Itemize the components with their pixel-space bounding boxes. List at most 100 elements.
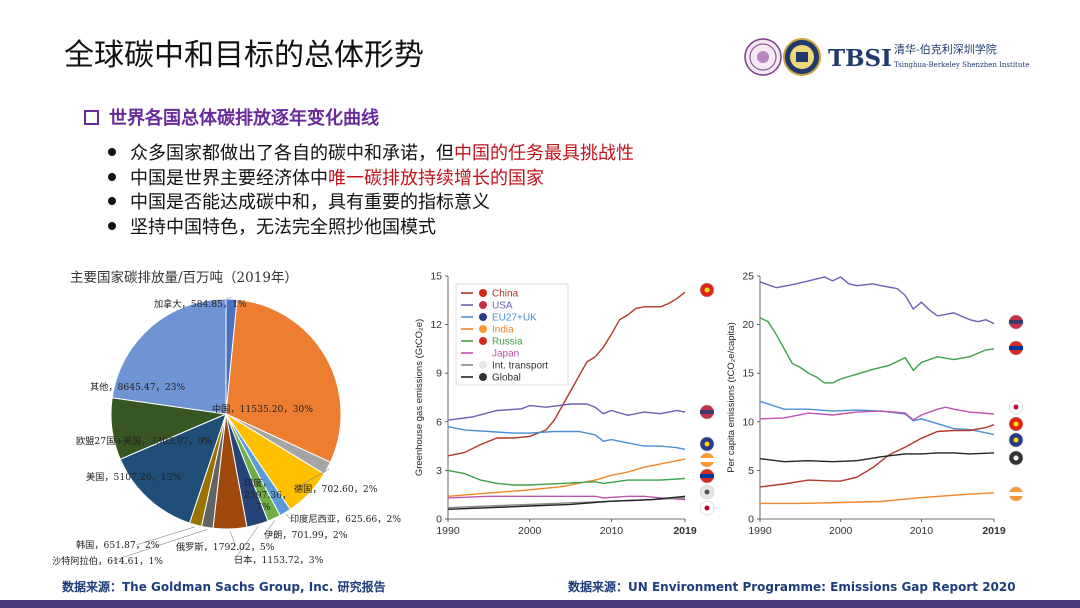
legend-label-int-transport: Int. transport (492, 361, 548, 372)
pie-label-4: 印度， 2597.36， 7% (244, 477, 291, 513)
global-flag-icon (1008, 450, 1024, 466)
y-tick-label: 3 (436, 465, 442, 477)
pie-leader-line (263, 520, 276, 536)
bullet-text: 坚持中国特色，无法完全照抄他国模式 (130, 216, 436, 238)
series-line-global (447, 495, 686, 510)
tsinghua-seal-icon (744, 38, 782, 76)
bullet-highlight: 唯一碳排放持续增长的国家 (328, 167, 544, 189)
y-tick-label: 15 (742, 368, 754, 380)
bullet-dot-icon (108, 197, 116, 205)
bullet-text: 众多国家都做出了各自的碳中和承诺，但 (130, 143, 454, 164)
usa-flag-icon (1008, 314, 1024, 330)
x-tick-label: 2019 (982, 525, 1006, 537)
bullet-highlight: 中国的任务最具挑战性 (454, 143, 634, 164)
subheading: 世界各国总体碳排放逐年变化曲线 (84, 104, 379, 130)
japan-flag-icon (699, 500, 715, 516)
pie-leader-line (135, 526, 196, 546)
x-tick-label: 1990 (748, 525, 772, 537)
y-axis-label: Greenhouse gas emissions (GtCO₂e) (414, 319, 425, 476)
series-line-india (447, 458, 686, 497)
pie-label-8: 俄罗斯，1792.02，5% (176, 541, 275, 553)
square-bullet-icon (84, 109, 99, 125)
legend-label-global: Global (492, 373, 521, 384)
series-line-usa (447, 403, 686, 421)
source-note-left: 数据来源：The Goldman Sachs Group, Inc. 研究报告 (62, 580, 386, 594)
pie-chart-title: 主要国家碳排放量/百万吨（2019年） (70, 270, 298, 286)
series-line-russia (759, 317, 995, 384)
china-flag-icon (1008, 416, 1024, 432)
y-tick-label: 10 (742, 416, 754, 428)
y-tick-label: 9 (436, 368, 442, 380)
logo-abbr: TBSI (828, 45, 892, 72)
pie-label-9: 沙特阿拉伯，614.61，1% (52, 555, 163, 567)
legend-label-eu27-uk: EU27+UK (492, 313, 537, 324)
x-tick-label: 1990 (436, 525, 460, 537)
pie-slice-11 (119, 413, 227, 524)
china-flag-icon (699, 282, 715, 298)
russia-flag-icon (1008, 340, 1024, 356)
legend-flag-usa-icon (479, 301, 487, 309)
series-line-china (759, 424, 995, 488)
tbsi-logo: TBSI 清华-伯克利深圳学院 Tsinghua-Berkeley Shenzh… (744, 38, 1029, 76)
eu27-uk-flag-icon (1008, 432, 1024, 448)
x-tick-label: 2000 (518, 525, 542, 537)
legend-label-china: China (492, 289, 519, 300)
bullet-dot-icon (108, 148, 116, 156)
y-tick-label: 12 (430, 319, 442, 331)
y-tick-label: 15 (430, 271, 442, 283)
source-note-right: 数据来源：UN Environment Programme: Emissions… (568, 580, 1016, 594)
bullet-item: 中国是世界主要经济体中唯一碳排放持续增长的国家 (108, 167, 634, 192)
usa-flag-icon (699, 404, 715, 420)
bullet-text: 中国是世界主要经济体中 (130, 167, 328, 189)
y-tick-label: 20 (742, 319, 754, 331)
y-tick-label: 5 (748, 465, 754, 477)
legend-flag-int-transport-icon (479, 361, 487, 369)
pie-label-10: 韩国，651.87，2% (76, 539, 160, 551)
pie-slice-2 (225, 298, 342, 463)
legend-label-japan: Japan (492, 349, 519, 360)
pie-leader-line (111, 529, 207, 562)
int-transport-flag-icon (699, 484, 715, 500)
eu27-uk-flag-icon (699, 436, 715, 452)
total-emissions-chart: 0 3 6 9 12 15 1990 2000 2010 2019 Greenhouse gas e… (414, 271, 715, 537)
slide-title: 全球碳中和目标的总体形势 (64, 38, 424, 73)
pie-label-3: 德国，702.60，2% (294, 483, 378, 495)
berkeley-seal-icon (783, 38, 821, 76)
pie-label-5: 印度尼西亚，625.66，2% (290, 513, 401, 525)
legend-flag-eu27-uk-icon (479, 313, 487, 321)
subheading-text: 世界各国总体碳排放逐年变化曲线 (109, 108, 379, 129)
bullet-text: 中国是否能达成碳中和，具有重要的指标意义 (130, 192, 490, 213)
bullet-item: 中国是否能达成碳中和，具有重要的指标意义 (108, 191, 634, 216)
series-line-usa (759, 276, 995, 325)
x-tick-label: 2019 (673, 525, 697, 537)
series-line-japan (447, 495, 686, 501)
pie-chart: 加拿大，584.85，1% 中国，11535.20，30% 德国，702.60，2%… (52, 296, 401, 567)
legend-flag-russia-icon (479, 337, 487, 345)
pie-label-6: 伊朗，701.99，2% (264, 529, 348, 541)
japan-flag-icon (1008, 399, 1024, 415)
legend-label-usa: USA (492, 301, 513, 312)
legend-label-russia: Russia (492, 337, 523, 348)
legend-flag-china-icon (479, 289, 487, 297)
bullet-dot-icon (108, 172, 116, 181)
legend-label-india: India (492, 325, 514, 336)
series-line-japan (759, 406, 995, 421)
pie-slice-13 (111, 298, 227, 415)
pie-label-12: 欧盟27国+美国，3303.97，9% (76, 435, 213, 447)
series-line-eu27-uk (447, 426, 686, 450)
footer-bar (0, 600, 1080, 608)
y-axis-label: Per capita emissions (tCO₂e/capita) (726, 322, 737, 472)
bullet-item: 坚持中国特色，无法完全照抄他国模式 (108, 216, 634, 241)
pie-label-7: 日本，1153.72，3% (234, 554, 324, 566)
pie-label-13: 其他，8645.47，23% (90, 381, 185, 393)
logo-en-name: Tsinghua-Berkeley Shenzhen Institute (894, 61, 1029, 69)
logo-cn-name: 清华-伯克利深圳学院 (894, 42, 997, 56)
x-tick-label: 2010 (600, 525, 624, 537)
india-flag-icon (1008, 486, 1024, 502)
per-capita-emissions-chart: 0 5 10 15 20 25 1990 2000 2010 2019 Per capita emi… (726, 271, 1024, 537)
russia-flag-icon (699, 468, 715, 484)
pie-label-11: 美国，5107.26，13% (86, 471, 181, 483)
x-tick-label: 2010 (910, 525, 934, 537)
